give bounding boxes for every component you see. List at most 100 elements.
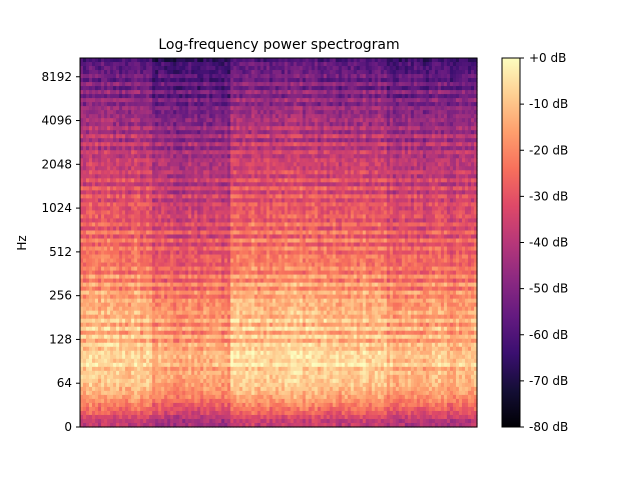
heatmap-cell [182,66,186,71]
heatmap-cell [356,114,361,119]
heatmap-cell [260,138,265,143]
heatmap-cell [278,78,283,83]
heatmap-cell [152,106,156,111]
heatmap-cell [347,62,352,67]
heatmap-cell [272,130,277,135]
heatmap-cell [245,90,250,95]
heatmap-cell [296,122,301,127]
heatmap-cell [299,146,304,151]
heatmap-cell [155,106,159,111]
heatmap-cell [92,70,96,75]
heatmap-cell [266,102,271,107]
heatmap-cell [395,154,400,159]
heatmap-cell [98,174,102,179]
heatmap-cell [269,126,274,131]
heatmap-cell [113,94,117,99]
heatmap-cell [347,82,352,87]
heatmap-cell [440,142,445,147]
heatmap-cell [470,98,475,103]
heatmap-cell [173,122,177,127]
heatmap-cell [158,146,162,151]
heatmap-cell [323,154,328,159]
heatmap-cell [377,138,382,143]
heatmap-cell [209,94,213,99]
heatmap-cell [284,138,289,143]
heatmap-cell [434,70,439,75]
heatmap-cell [149,150,153,155]
heatmap-cell [224,78,228,83]
heatmap-cell [188,70,192,75]
heatmap-cell [389,90,394,95]
heatmap-cell [194,170,198,175]
heatmap-cell [194,150,198,155]
heatmap-cell [278,70,283,75]
heatmap-cell [119,114,123,119]
heatmap-cell [422,174,427,179]
heatmap-cell [473,86,478,91]
heatmap-cell [371,118,376,123]
heatmap-cell [293,102,298,107]
heatmap-cell [455,122,460,127]
heatmap-cell [440,130,445,135]
heatmap-cell [299,86,304,91]
heatmap-cell [323,66,328,71]
heatmap-cell [164,98,168,103]
heatmap-cell [365,98,370,103]
heatmap-cell [107,90,111,95]
heatmap-cell [449,154,454,159]
heatmap-cell [230,138,234,143]
heatmap-cell [215,82,219,87]
heatmap-cell [194,138,198,143]
heatmap-cell [185,138,189,143]
heatmap-cell [347,118,352,123]
heatmap-cell [401,66,406,71]
heatmap-cell [335,170,340,175]
heatmap-cell [245,138,250,143]
heatmap-cell [347,126,352,131]
heatmap-cell [128,94,132,99]
heatmap-cell [449,174,454,179]
heatmap-cell [245,166,250,171]
heatmap-cell [380,70,385,75]
heatmap-cell [203,158,207,163]
heatmap-cell [101,78,105,83]
heatmap-cell [452,118,457,123]
heatmap-cell [89,110,93,115]
heatmap-cell [242,146,247,151]
heatmap-cell [326,98,331,103]
heatmap-cell [392,106,397,111]
heatmap-cell [323,158,328,163]
heatmap-cell [116,90,120,95]
heatmap-cell [371,130,376,135]
heatmap-cell [101,58,105,63]
heatmap-cell [317,70,322,75]
heatmap-cell [107,154,111,159]
heatmap-cell [380,122,385,127]
heatmap-cell [323,174,328,179]
heatmap-cell [356,98,361,103]
heatmap-cell [347,86,352,91]
heatmap-cell [95,154,99,159]
heatmap-cell [260,66,265,71]
heatmap-cell [461,118,466,123]
heatmap-cell [425,126,430,131]
heatmap-cell [134,74,138,79]
heatmap-cell [383,134,388,139]
heatmap-cell [251,110,256,115]
heatmap-cell [455,138,460,143]
heatmap-cell [92,122,96,127]
heatmap-cell [113,102,117,107]
heatmap-cell [155,162,159,167]
heatmap-cell [116,82,120,87]
heatmap-cell [314,90,319,95]
heatmap-cell [296,146,301,151]
heatmap-cell [251,82,256,87]
heatmap-cell [368,122,373,127]
heatmap-cell [227,122,231,127]
heatmap-cell [281,114,286,119]
heatmap-cell [215,106,219,111]
heatmap-cell [353,110,358,115]
heatmap-cell [419,138,424,143]
heatmap-cell [173,162,177,167]
heatmap-cell [416,142,421,147]
